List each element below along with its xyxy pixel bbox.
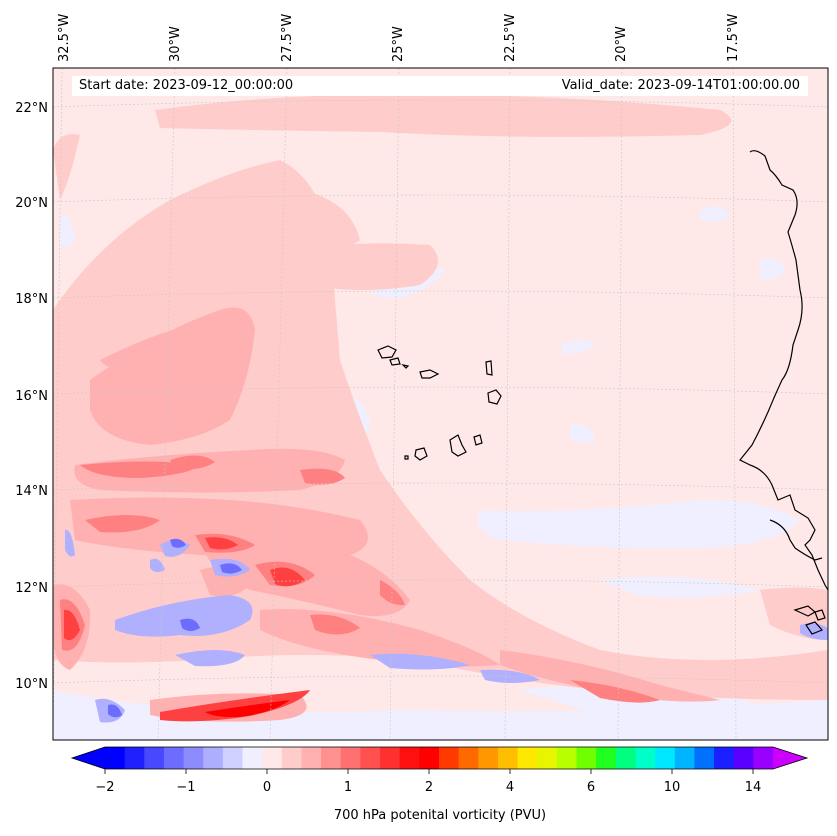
cb-tick-label: 10: [664, 780, 681, 795]
coastline: [377, 150, 828, 635]
colorbar-bin: [655, 747, 676, 769]
pv-field-maximum: [205, 700, 290, 718]
colorbar-bin: [458, 747, 479, 769]
colorbar-bin: [537, 747, 558, 769]
start-date-label: Start date: 2023-09-12_00:00:00: [79, 78, 294, 93]
lon-label-30w: 30°W: [168, 26, 183, 62]
colorbar: −2 −1 0 1 2 4 6 10 14: [70, 746, 809, 795]
colorbar-bin: [674, 747, 696, 769]
cb-tick-label: −2: [95, 780, 114, 795]
colorbar-title: 700 hPa potenital vorticity (PVU): [333, 808, 547, 823]
colorbar-ticks: [104, 769, 754, 774]
lon-label-17-5w: 17.5°W: [726, 14, 741, 62]
date-banner: [72, 76, 808, 96]
pv-contour-field: [53, 94, 828, 740]
colorbar-bin: [714, 747, 735, 769]
lat-label-16n: 16°N: [15, 389, 48, 404]
colorbar-bin: [124, 747, 145, 769]
colorbar-bin: [242, 747, 263, 769]
lon-label-32-5w: 32.5°W: [57, 14, 72, 62]
longitude-labels: 32.5°W 30°W 27.5°W 25°W 22.5°W 20°W 17.5…: [57, 14, 741, 62]
cb-tick-label: 14: [745, 780, 762, 795]
colorbar-bin: [203, 747, 224, 769]
lat-label-20n: 20°N: [15, 196, 48, 211]
map-gridlines: [53, 68, 828, 740]
colorbar-over-arrow: [773, 747, 807, 769]
colorbar-tick-labels: −2 −1 0 1 2 4 6 10 14: [95, 780, 761, 795]
cb-tick-label: 0: [263, 780, 271, 795]
colorbar-bin: [144, 747, 165, 769]
colorbar-bin: [517, 747, 538, 769]
lon-label-20w: 20°W: [614, 26, 629, 62]
lat-label-12n: 12°N: [15, 581, 48, 596]
cb-tick-label: 6: [587, 780, 595, 795]
colorbar-bin: [439, 747, 460, 769]
cb-tick-label: −1: [176, 780, 195, 795]
colorbar-bin: [576, 747, 597, 769]
colorbar-bin: [615, 747, 637, 769]
lon-label-22-5w: 22.5°W: [503, 14, 518, 62]
pv-field-negative-strong: [108, 538, 242, 718]
colorbar-bin: [694, 747, 715, 769]
colorbar-bin: [635, 747, 656, 769]
colorbar-bin: [399, 747, 420, 769]
colorbar-bin: [262, 747, 283, 769]
lon-label-27-5w: 27.5°W: [280, 14, 295, 62]
valid-date-label: Valid_date: 2023-09-14T01:00:00.00: [561, 78, 800, 93]
colorbar-bin: [478, 747, 499, 769]
lat-label-18n: 18°N: [15, 292, 48, 307]
cb-tick-label: 4: [506, 780, 514, 795]
colorbar-bin: [340, 747, 362, 769]
colorbar-bin: [321, 747, 342, 769]
colorbar-bin: [596, 747, 617, 769]
cb-tick-label: 2: [425, 780, 433, 795]
lat-label-10n: 10°N: [15, 677, 48, 692]
colorbar-bin: [105, 747, 126, 769]
colorbar-bin: [222, 747, 244, 769]
colorbar-under-arrow: [72, 747, 105, 769]
latitude-labels: 22°N 20°N 18°N 16°N 14°N 12°N 10°N: [15, 101, 48, 692]
colorbar-bin: [163, 747, 185, 769]
colorbar-bin: [556, 747, 578, 769]
colorbar-bin: [281, 747, 303, 769]
map-frame: [52, 67, 829, 741]
lat-label-14n: 14°N: [15, 484, 48, 499]
map-panel: [53, 68, 828, 740]
colorbar-bins: [105, 747, 774, 769]
pv-field-positive-peak: [64, 537, 310, 722]
cb-tick-label: 1: [344, 780, 352, 795]
colorbar-bin: [419, 747, 440, 769]
lat-label-22n: 22°N: [15, 101, 48, 116]
lon-label-25w: 25°W: [391, 26, 406, 62]
colorbar-bin: [183, 747, 204, 769]
colorbar-bin: [380, 747, 401, 769]
colorbar-bin: [753, 747, 774, 769]
colorbar-bin: [360, 747, 381, 769]
colorbar-bin: [301, 747, 322, 769]
colorbar-bin: [733, 747, 754, 769]
colorbar-bin: [497, 747, 519, 769]
